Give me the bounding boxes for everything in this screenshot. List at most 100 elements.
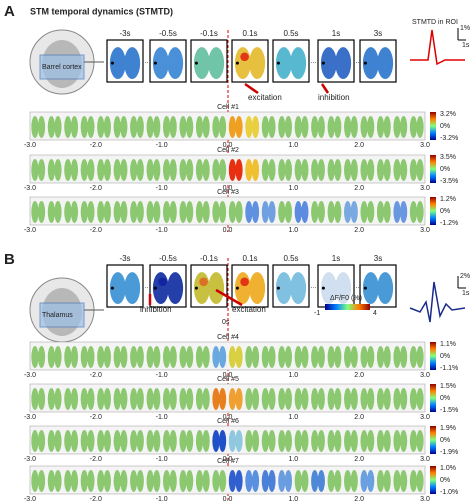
marker [110, 61, 114, 65]
colorbar-tick: 0% [440, 395, 450, 402]
marker [235, 61, 239, 65]
mini-hemi [120, 159, 128, 181]
mini-hemi [360, 201, 368, 223]
mini-hemi [202, 470, 210, 492]
mini-hemi [344, 388, 352, 410]
marker [153, 61, 157, 65]
axis-tick: 2.0 [354, 142, 364, 149]
mini-hemi [376, 159, 385, 181]
scale-bar-label: 1% [460, 25, 470, 32]
mini-hemi [212, 430, 220, 452]
mini-hemi [383, 346, 391, 368]
mini-hemi [37, 201, 46, 223]
mini-hemi [130, 430, 138, 452]
mini-hemi [136, 201, 144, 223]
mini-hemi [80, 116, 88, 138]
colorbar-tick: 0% [440, 437, 450, 444]
mini-hemi [268, 201, 276, 223]
axis-tick: -3.0 [24, 185, 36, 192]
colorbar-tick: 0% [440, 166, 450, 173]
mini-hemi [218, 201, 227, 223]
mini-hemi [311, 430, 319, 452]
mini-hemi [218, 346, 227, 368]
mini-hemi [294, 388, 302, 410]
mini-hemi [146, 346, 154, 368]
mini-hemi [350, 388, 358, 410]
mini-hemi [136, 116, 144, 138]
mini-hemi [37, 159, 46, 181]
axis-tick: 0.0 [223, 456, 233, 463]
mini-hemi [212, 201, 220, 223]
axis-tick: 2.0 [354, 372, 364, 379]
mini-hemi [169, 116, 177, 138]
mini-hemi [360, 116, 368, 138]
mini-hemi [186, 470, 194, 492]
hemisphere [109, 272, 126, 305]
colorbar-tick: 0% [440, 353, 450, 360]
mini-hemi [70, 201, 79, 223]
timepoint-label: -3s [119, 254, 130, 263]
mini-hemi [162, 159, 171, 181]
axis-tick: -2.0 [90, 414, 102, 421]
mini-hemi [195, 430, 204, 452]
mini-hemi [179, 159, 187, 181]
mini-hemi [47, 159, 56, 181]
mini-hemi [64, 201, 72, 223]
mini-hemi [218, 470, 227, 492]
axis-tick: 3.0 [420, 456, 430, 463]
mini-hemi [344, 346, 352, 368]
cell-label: Cell #5 [217, 376, 239, 383]
axis-tick: 2.0 [354, 456, 364, 463]
arrow [244, 82, 259, 95]
timepoint-label: -3s [119, 29, 130, 38]
mini-hemi [146, 116, 154, 138]
mini-hemi [186, 159, 194, 181]
mini-hemi [350, 430, 358, 452]
colorbar-tick: 0% [440, 477, 450, 484]
mini-hemi [195, 346, 204, 368]
timepoint-label: -0.1s [200, 29, 218, 38]
marker [153, 286, 157, 290]
mini-hemi [97, 388, 105, 410]
strip [29, 465, 426, 495]
colorbar-tick: 3.5% [440, 154, 456, 161]
mini-hemi [334, 388, 342, 410]
cell-label: Cell #6 [217, 418, 239, 425]
mini-hemi [54, 159, 62, 181]
cell-label: Cell #2 [217, 147, 239, 154]
mini-hemi [87, 346, 95, 368]
mini-hemi [261, 430, 269, 452]
axis-tick: 2.0 [354, 414, 364, 421]
mini-hemi [212, 159, 220, 181]
mini-hemi [37, 346, 46, 368]
hemisphere [167, 272, 184, 305]
mini-hemi [103, 346, 111, 368]
mini-hemi [317, 116, 325, 138]
annotation: excitation [248, 93, 282, 102]
mini-hemi [317, 388, 325, 410]
mini-hemi [31, 159, 39, 181]
mini-hemi [416, 159, 424, 181]
mini-hemi [113, 201, 121, 223]
mini-hemi [399, 116, 408, 138]
mini-hemi [261, 201, 269, 223]
mini-hemi [383, 470, 391, 492]
axis-tick: -3.0 [24, 456, 36, 463]
marker [110, 286, 114, 290]
mini-hemi [64, 470, 72, 492]
mini-hemi [120, 430, 128, 452]
mini-hemi [195, 388, 204, 410]
mini-hemi [64, 388, 72, 410]
mini-hemi [367, 201, 375, 223]
mini-hemi [153, 430, 161, 452]
mini-hemi [278, 346, 286, 368]
mini-hemi [367, 159, 375, 181]
mini-hemi [136, 470, 144, 492]
mini-hemi [376, 430, 385, 452]
mini-hemi [70, 430, 79, 452]
mini-hemi [261, 159, 269, 181]
mini-hemi [162, 346, 171, 368]
mini-hemi [399, 346, 408, 368]
mini-hemi [327, 346, 335, 368]
mini-hemi [97, 201, 105, 223]
